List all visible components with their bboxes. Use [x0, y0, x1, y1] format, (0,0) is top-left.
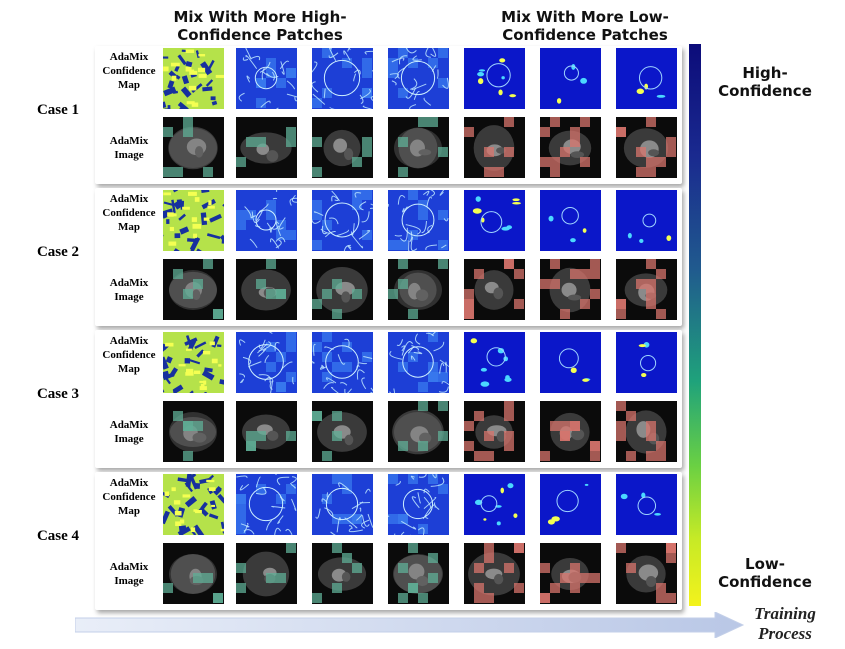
confidence-map-tile: [312, 190, 373, 251]
row-label-image: AdaMix Image: [109, 277, 149, 303]
confidence-colorbar: [689, 44, 701, 606]
colorbar-high-label: High- Confidence: [718, 64, 812, 100]
mixed-image-tile: [236, 117, 297, 178]
confidence-map-tile: [388, 190, 449, 251]
confidence-map-tile: [163, 48, 224, 109]
case-label: Case 3: [36, 386, 80, 402]
confidence-map-tile: [312, 48, 373, 109]
confidence-map-tile: [616, 332, 677, 393]
training-arrow: [75, 612, 745, 638]
case-label: Case 4: [36, 528, 80, 544]
mixed-image-tile: [540, 543, 601, 604]
confidence-map-tile: [388, 474, 449, 535]
confidence-map-tile: [236, 332, 297, 393]
mixed-image-tile: [388, 117, 449, 178]
mixed-image-tile: [616, 401, 677, 462]
mixed-image-tile: [388, 543, 449, 604]
mixed-image-tile: [312, 117, 373, 178]
mixed-image-tile: [464, 259, 525, 320]
confidence-map-tile: [540, 190, 601, 251]
confidence-map-tile: [388, 332, 449, 393]
row-label-image: AdaMix Image: [109, 135, 149, 161]
mixed-image-tile: [163, 259, 224, 320]
confidence-map-tile: [616, 474, 677, 535]
confidence-map-tile: [540, 48, 601, 109]
row-label-confidence-map: AdaMix Confidence Map: [102, 51, 156, 91]
confidence-map-tile: [464, 332, 525, 393]
header-high-confidence: Mix With More High- Confidence Patches: [173, 8, 347, 44]
mixed-image-tile: [236, 259, 297, 320]
header-low-confidence: Mix With More Low- Confidence Patches: [501, 8, 669, 44]
mixed-image-tile: [464, 543, 525, 604]
mixed-image-tile: [388, 259, 449, 320]
case-label: Case 2: [36, 244, 80, 260]
case-label: Case 1: [36, 102, 80, 118]
mixed-image-tile: [163, 401, 224, 462]
confidence-map-tile: [312, 332, 373, 393]
confidence-map-tile: [236, 48, 297, 109]
confidence-map-tile: [616, 190, 677, 251]
row-label-confidence-map: AdaMix Confidence Map: [102, 335, 156, 375]
confidence-map-tile: [236, 190, 297, 251]
row-label-image: AdaMix Image: [109, 561, 149, 587]
confidence-map-tile: [163, 190, 224, 251]
mixed-image-tile: [464, 117, 525, 178]
mixed-image-tile: [616, 543, 677, 604]
confidence-map-tile: [616, 48, 677, 109]
row-label-image: AdaMix Image: [109, 419, 149, 445]
mixed-image-tile: [312, 401, 373, 462]
confidence-map-tile: [540, 332, 601, 393]
mixed-image-tile: [163, 117, 224, 178]
confidence-map-tile: [163, 332, 224, 393]
mixed-image-tile: [540, 117, 601, 178]
row-label-confidence-map: AdaMix Confidence Map: [102, 477, 156, 517]
mixed-image-tile: [236, 543, 297, 604]
mixed-image-tile: [540, 259, 601, 320]
confidence-map-tile: [388, 48, 449, 109]
mixed-image-tile: [163, 543, 224, 604]
mixed-image-tile: [312, 259, 373, 320]
confidence-map-tile: [464, 190, 525, 251]
confidence-map-tile: [312, 474, 373, 535]
mixed-image-tile: [464, 401, 525, 462]
mixed-image-tile: [616, 259, 677, 320]
row-label-confidence-map: AdaMix Confidence Map: [102, 193, 156, 233]
mixed-image-tile: [616, 117, 677, 178]
mixed-image-tile: [312, 543, 373, 604]
colorbar-low-label: Low- Confidence: [718, 555, 812, 591]
confidence-map-tile: [236, 474, 297, 535]
confidence-map-tile: [540, 474, 601, 535]
confidence-map-tile: [464, 48, 525, 109]
training-process-label: Training Process: [754, 604, 816, 643]
mixed-image-tile: [540, 401, 601, 462]
mixed-image-tile: [388, 401, 449, 462]
confidence-map-tile: [464, 474, 525, 535]
mixed-image-tile: [236, 401, 297, 462]
confidence-map-tile: [163, 474, 224, 535]
